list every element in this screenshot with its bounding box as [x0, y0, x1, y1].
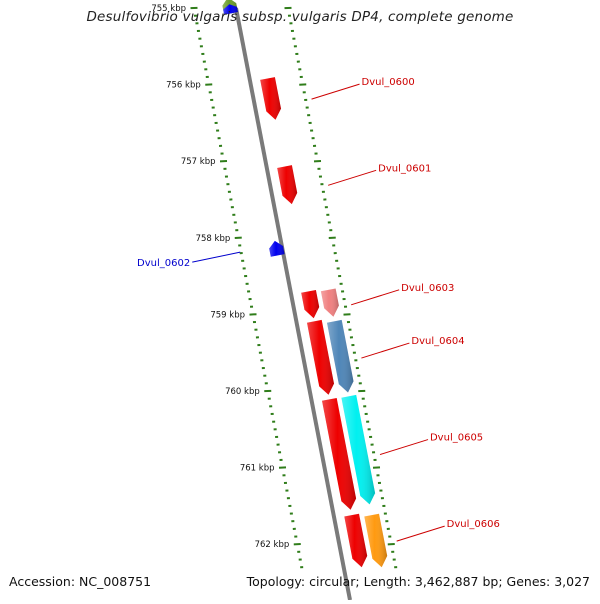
- gene-block-orange-shading: [364, 514, 387, 568]
- gene-label[interactable]: Dvul_0601: [378, 163, 431, 174]
- gene-labels: Dvul_0600 Dvul_0601 Dvul_0602 Dvul_0603 Dvul…: [137, 77, 500, 541]
- scale-label: 758 kbp: [196, 234, 231, 244]
- gene-label[interactable]: Dvul_0604: [411, 336, 464, 347]
- scale-label: 757 kbp: [181, 157, 216, 167]
- scale-label: 756 kbp: [166, 81, 201, 91]
- scale-label: 759 kbp: [210, 310, 245, 320]
- accession-text: Accession: NC_008751: [9, 574, 151, 589]
- gene-label[interactable]: Dvul_0603: [401, 283, 454, 294]
- label-leader: [397, 526, 445, 541]
- scale-label: 760 kbp: [225, 387, 260, 397]
- gene-dvul_0603-shading: [301, 290, 319, 318]
- label-leader: [328, 170, 376, 185]
- gene-block-pink-shading: [321, 289, 339, 317]
- scale-label: 762 kbp: [255, 540, 290, 550]
- gene-dvul_0600-shading: [260, 77, 281, 120]
- gene-label[interactable]: Dvul_0602: [137, 258, 190, 269]
- label-leader: [312, 84, 360, 99]
- label-leader: [361, 343, 409, 358]
- scale-label: 761 kbp: [240, 464, 275, 474]
- genome-stats: Topology: circular; Length: 3,462,887 bp…: [247, 574, 590, 589]
- label-leader: [380, 440, 428, 455]
- label-leader: [192, 252, 240, 262]
- genome-title: Desulfovibrio vulgaris subsp. vulgaris D…: [0, 9, 600, 25]
- gene-dvul_0601-shading: [277, 165, 297, 204]
- gene-label[interactable]: Dvul_0605: [430, 433, 483, 444]
- label-leader: [351, 290, 399, 305]
- gene-dvul_0606-shading: [344, 514, 367, 568]
- gene-label[interactable]: Dvul_0606: [447, 519, 500, 530]
- gene-label[interactable]: Dvul_0600: [362, 77, 415, 88]
